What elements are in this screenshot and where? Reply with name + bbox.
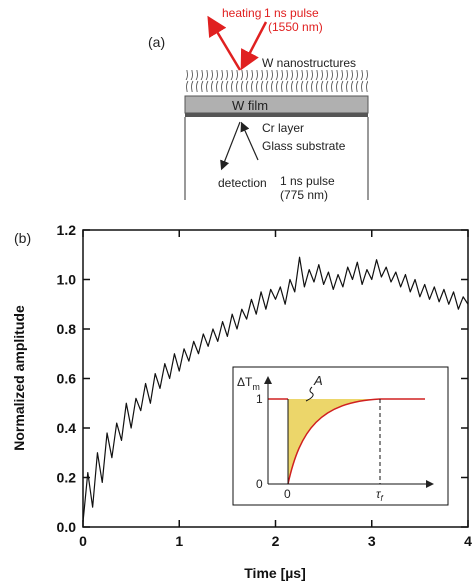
y-tick-label: 0.0 (57, 519, 77, 535)
inset-pointer (305, 386, 314, 402)
y-tick-label: 0.4 (57, 420, 77, 436)
diagram: (a) heating 1 ns pulse (1550 nm) W nanos… (148, 6, 369, 202)
inset-y-sub: m (252, 382, 260, 392)
x-tick-label: 1 (175, 533, 183, 549)
y-tick-label: 1.2 (57, 222, 77, 238)
inset-tick: 0 (256, 477, 263, 491)
inset-tick: τf (376, 487, 384, 503)
label: (775 nm) (280, 188, 328, 202)
y-tick-label: 1.0 (57, 272, 77, 288)
y-axis-label: Normalized amplitude (11, 305, 27, 451)
inset-y-label: ΔTm (237, 375, 260, 392)
inset-tick-sub: f (381, 494, 384, 503)
pulse-label: 1 ns pulse (264, 6, 319, 20)
inset-frame (232, 366, 449, 506)
panel-label: (a) (148, 34, 165, 50)
y-tick-label: 0.6 (57, 371, 77, 387)
x-axis-label: Time [µs] (244, 565, 306, 581)
label: Cr layer (262, 121, 304, 135)
cr-layer (185, 113, 368, 117)
nanostructures (185, 70, 368, 92)
x-tick-label: 0 (79, 533, 87, 549)
substrate (184, 117, 369, 200)
x-tick-label: 3 (368, 533, 376, 549)
pulse-label: (1550 nm) (268, 20, 323, 34)
heating-arrow (207, 15, 242, 71)
label: detection (218, 176, 267, 190)
x-tick-label: 4 (464, 533, 472, 549)
detection-arrow (220, 121, 241, 171)
inset-tick: 1 (256, 392, 263, 406)
inset-y-label: ΔT (237, 375, 253, 389)
label: W film (232, 98, 268, 113)
panel-label: (b) (14, 230, 31, 246)
heating-label: heating (222, 6, 261, 20)
x-tick-label: 2 (272, 533, 280, 549)
label: 1 ns pulse (280, 174, 335, 188)
label: Glass substrate (262, 139, 346, 153)
inset-tick: τ (376, 487, 382, 501)
data-line (82, 256, 469, 523)
y-tick-label: 0.2 (57, 470, 77, 486)
y-tick-label: 0.8 (57, 321, 77, 337)
inset: ΔTm A 1 0 0 τf (232, 366, 449, 506)
inset-tick: 0 (284, 487, 291, 501)
inset-area-label: A (313, 373, 323, 388)
plot-frame (82, 229, 469, 528)
inset-area (288, 399, 380, 484)
inset-curve (268, 398, 425, 485)
pulse-arrow (240, 21, 268, 71)
w-film (184, 95, 369, 114)
label: W nanostructures (262, 56, 356, 70)
probe-arrow (240, 121, 259, 161)
